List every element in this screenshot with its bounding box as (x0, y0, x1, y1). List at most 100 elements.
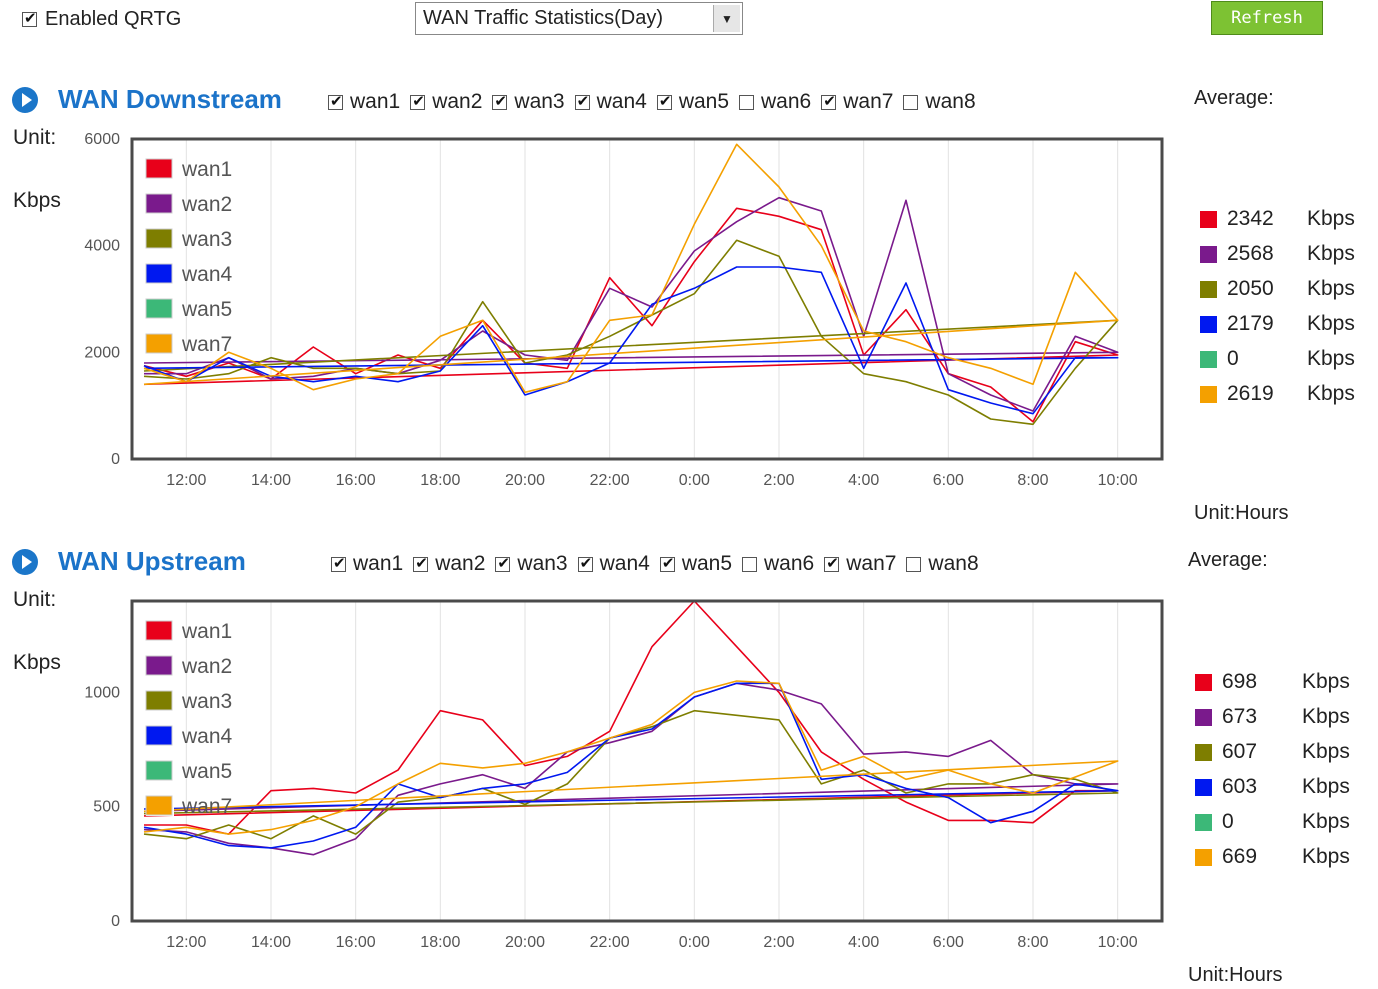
refresh-button[interactable]: Refresh (1211, 1, 1323, 35)
wan-filter-wan6[interactable]: wan6 (742, 552, 814, 576)
x-tick-label: 8:00 (1017, 472, 1048, 489)
series-line-wan2 (143, 682, 1119, 856)
x-tick-label: 8:00 (1017, 934, 1048, 951)
legend-label-wan5: wan5 (181, 760, 232, 783)
wan-filter-wan1[interactable]: wan1 (328, 90, 400, 114)
wan6-filter-label: wan6 (761, 90, 812, 113)
statistics-select[interactable]: WAN Traffic Statistics(Day) ▼ (415, 2, 743, 35)
play-icon[interactable] (12, 86, 38, 113)
wan3-filter-label: wan3 (514, 90, 565, 113)
average-unit-wan2: Kbps (1302, 705, 1350, 728)
x-tick-label: 20:00 (505, 472, 545, 489)
legend-label-wan4: wan4 (181, 725, 233, 748)
wan2-filter-label: wan2 (432, 90, 483, 113)
average-unit-wan3: Kbps (1307, 277, 1355, 300)
wan-filter-wan6[interactable]: wan6 (739, 90, 811, 114)
average-unit-wan3: Kbps (1302, 740, 1350, 763)
wan4-checkbox[interactable] (574, 92, 590, 110)
y-tick-label: 0 (111, 451, 120, 468)
series-line-wan2 (143, 196, 1119, 412)
legend-label-wan2: wan2 (181, 193, 232, 216)
wan-filter-wan5[interactable]: wan5 (659, 552, 733, 576)
wan-filter-wan8[interactable]: wan8 (903, 90, 976, 114)
wan8-checkbox[interactable] (906, 556, 922, 572)
x-tick-label: 14:00 (251, 934, 291, 951)
wan-filter-wan7[interactable]: wan7 (824, 552, 896, 576)
y-tick-label: 4000 (84, 238, 120, 255)
upstream-average-label: Average: (1188, 549, 1268, 571)
enable-qrtg[interactable]: Enabled QRTG (22, 8, 181, 31)
y-tick-label: 6000 (84, 131, 120, 148)
wan-filter-wan5[interactable]: wan5 (656, 90, 729, 114)
wan8-filter-label: wan8 (928, 552, 979, 575)
wan7-filter-label: wan7 (846, 552, 897, 575)
legend-swatch-wan7 (145, 795, 173, 816)
wan1-checkbox[interactable] (331, 554, 346, 572)
average-swatch-wan1 (1195, 673, 1212, 691)
wan-filter-wan4[interactable]: wan4 (574, 90, 647, 114)
wan5-checkbox[interactable] (656, 92, 672, 110)
average-value-wan1: 2342 (1227, 207, 1274, 230)
wan1-checkbox[interactable] (328, 92, 343, 110)
y-tick-label: 1000 (84, 684, 120, 701)
wan-filter-wan3[interactable]: wan3 (495, 552, 568, 576)
wan3-checkbox[interactable] (492, 92, 508, 110)
plot-border (130, 137, 1164, 461)
average-value-wan5: 0 (1227, 347, 1239, 370)
upstream-unit-value: Kbps (13, 651, 61, 674)
series-line-wan1 (143, 207, 1119, 423)
wan4-checkbox[interactable] (577, 554, 593, 572)
average-row-wan3: 607 Kbps (1195, 740, 1350, 764)
wan3-checkbox[interactable] (495, 554, 511, 572)
wan-filter-wan4[interactable]: wan4 (577, 552, 650, 576)
wan5-checkbox[interactable] (659, 554, 675, 572)
x-tick-label: 6:00 (933, 934, 964, 951)
x-tick-label: 12:00 (166, 934, 206, 951)
wan-filter-wan2[interactable]: wan2 (413, 552, 485, 576)
wan-filter-wan1[interactable]: wan1 (331, 552, 403, 576)
legend-label-wan3: wan3 (181, 228, 232, 251)
wan7-checkbox[interactable] (824, 554, 840, 572)
wan6-checkbox[interactable] (739, 94, 755, 110)
upstream-header: WAN Upstream (12, 546, 246, 577)
average-swatch-wan4 (1200, 315, 1217, 333)
wan4-filter-label: wan4 (596, 90, 647, 113)
wan6-checkbox[interactable] (742, 556, 758, 572)
average-unit-wan5: Kbps (1307, 347, 1355, 370)
wan2-checkbox[interactable] (413, 554, 429, 572)
wan-filter-wan3[interactable]: wan3 (492, 90, 565, 114)
wan8-checkbox[interactable] (903, 94, 919, 110)
x-tick-label: 0:00 (679, 472, 710, 489)
wan2-checkbox[interactable] (410, 92, 426, 110)
legend-swatch-wan1 (145, 158, 173, 179)
chevron-down-icon[interactable]: ▼ (713, 5, 740, 32)
downstream-title: WAN Downstream (58, 84, 282, 114)
average-unit-wan1: Kbps (1307, 207, 1355, 230)
x-tick-label: 2:00 (763, 934, 794, 951)
average-row-wan1: 2342 Kbps (1200, 207, 1355, 231)
y-tick-label: 500 (93, 799, 120, 816)
wan1-filter-label: wan1 (353, 552, 404, 575)
average-swatch-wan7 (1200, 385, 1217, 403)
x-tick-label: 4:00 (848, 934, 879, 951)
upstream-unit-label: Unit: (13, 588, 57, 611)
average-value-wan7: 669 (1222, 845, 1258, 868)
legend-label-wan2: wan2 (181, 655, 232, 678)
wan7-checkbox[interactable] (821, 92, 837, 110)
play-icon[interactable] (12, 548, 38, 575)
wan-filter-wan2[interactable]: wan2 (410, 90, 482, 114)
wan5-filter-label: wan5 (681, 552, 733, 575)
average-swatch-wan1 (1200, 210, 1217, 228)
wan-filter-wan8[interactable]: wan8 (906, 552, 979, 576)
upstream-unit-hours: Unit:Hours (1188, 964, 1283, 986)
enable-qrtg-checkbox[interactable] (22, 9, 37, 27)
wan3-filter-label: wan3 (517, 552, 568, 575)
downstream-unit-label: Unit: (13, 126, 57, 149)
wan2-filter-label: wan2 (435, 552, 486, 575)
average-value-wan4: 603 (1222, 775, 1258, 798)
x-tick-label: 10:00 (1098, 472, 1138, 489)
average-value-wan4: 2179 (1227, 312, 1274, 335)
wan8-filter-label: wan8 (925, 90, 976, 113)
average-swatch-wan2 (1195, 708, 1212, 726)
wan-filter-wan7[interactable]: wan7 (821, 90, 893, 114)
